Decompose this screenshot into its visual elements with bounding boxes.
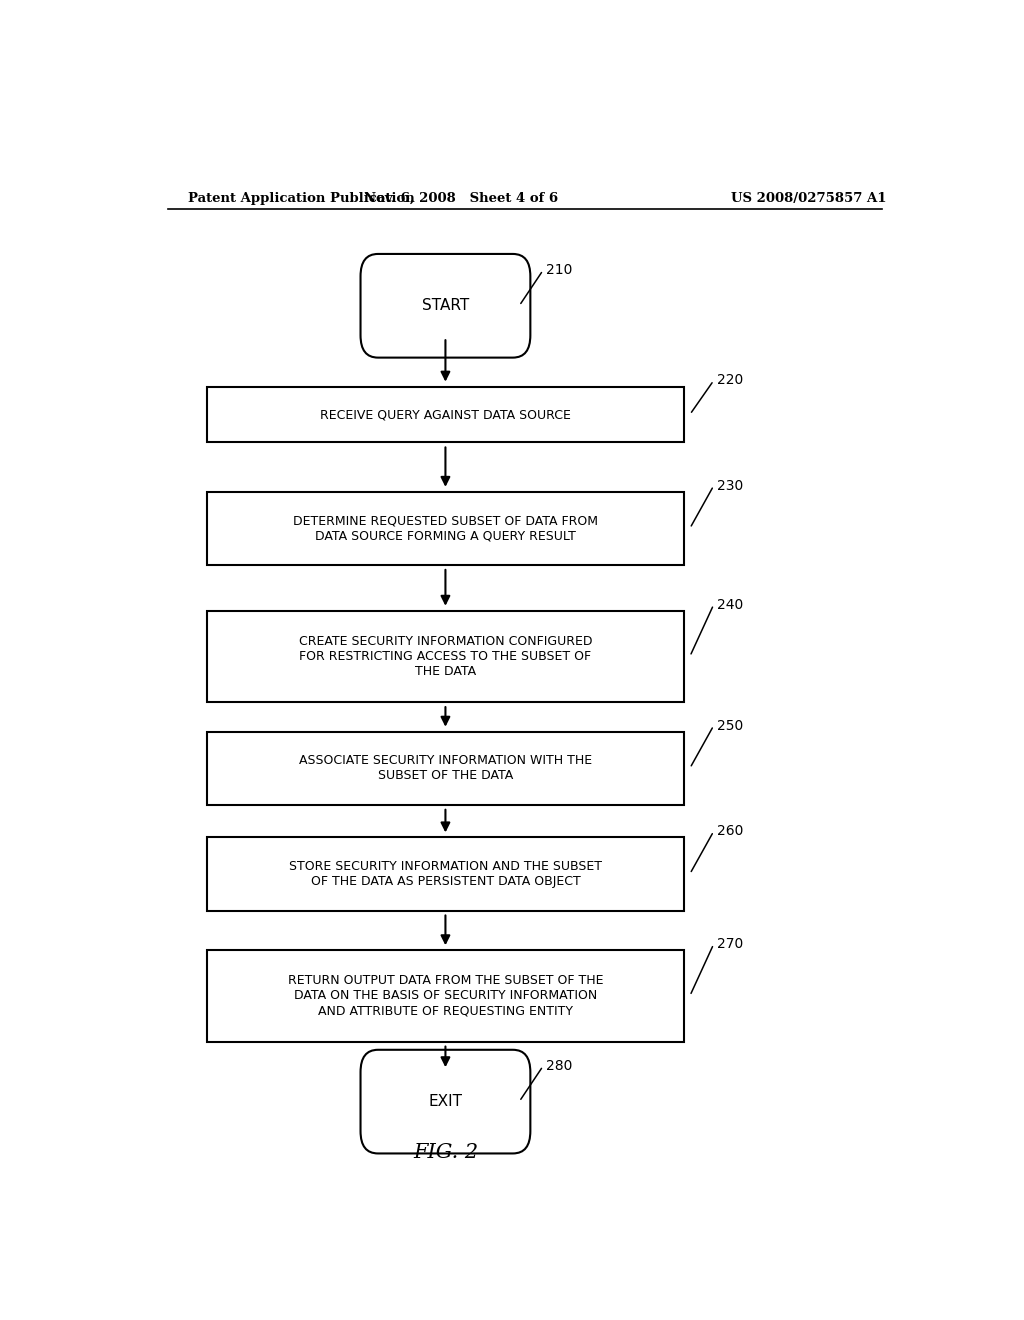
Text: FIG. 2: FIG. 2: [413, 1143, 478, 1162]
Text: 240: 240: [717, 598, 743, 611]
Text: ASSOCIATE SECURITY INFORMATION WITH THE
SUBSET OF THE DATA: ASSOCIATE SECURITY INFORMATION WITH THE …: [299, 754, 592, 783]
Text: 260: 260: [717, 824, 743, 838]
FancyBboxPatch shape: [207, 492, 684, 565]
FancyBboxPatch shape: [207, 837, 684, 911]
FancyBboxPatch shape: [360, 1049, 530, 1154]
FancyBboxPatch shape: [207, 950, 684, 1041]
Text: RETURN OUTPUT DATA FROM THE SUBSET OF THE
DATA ON THE BASIS OF SECURITY INFORMAT: RETURN OUTPUT DATA FROM THE SUBSET OF TH…: [288, 974, 603, 1018]
Text: Patent Application Publication: Patent Application Publication: [187, 191, 415, 205]
Text: 280: 280: [546, 1059, 572, 1073]
FancyBboxPatch shape: [207, 387, 684, 442]
Text: EXIT: EXIT: [428, 1094, 463, 1109]
Text: US 2008/0275857 A1: US 2008/0275857 A1: [731, 191, 887, 205]
Text: CREATE SECURITY INFORMATION CONFIGURED
FOR RESTRICTING ACCESS TO THE SUBSET OF
T: CREATE SECURITY INFORMATION CONFIGURED F…: [299, 635, 592, 678]
FancyBboxPatch shape: [207, 731, 684, 805]
Text: 250: 250: [717, 718, 743, 733]
Text: Nov. 6, 2008   Sheet 4 of 6: Nov. 6, 2008 Sheet 4 of 6: [365, 191, 558, 205]
Text: RECEIVE QUERY AGAINST DATA SOURCE: RECEIVE QUERY AGAINST DATA SOURCE: [321, 408, 570, 421]
Text: 220: 220: [717, 374, 743, 388]
Text: 210: 210: [546, 263, 572, 277]
FancyBboxPatch shape: [207, 611, 684, 702]
Text: START: START: [422, 298, 469, 313]
Text: 270: 270: [717, 937, 743, 952]
Text: STORE SECURITY INFORMATION AND THE SUBSET
OF THE DATA AS PERSISTENT DATA OBJECT: STORE SECURITY INFORMATION AND THE SUBSE…: [289, 859, 602, 888]
FancyBboxPatch shape: [360, 253, 530, 358]
Text: 230: 230: [717, 479, 743, 492]
Text: DETERMINE REQUESTED SUBSET OF DATA FROM
DATA SOURCE FORMING A QUERY RESULT: DETERMINE REQUESTED SUBSET OF DATA FROM …: [293, 515, 598, 543]
